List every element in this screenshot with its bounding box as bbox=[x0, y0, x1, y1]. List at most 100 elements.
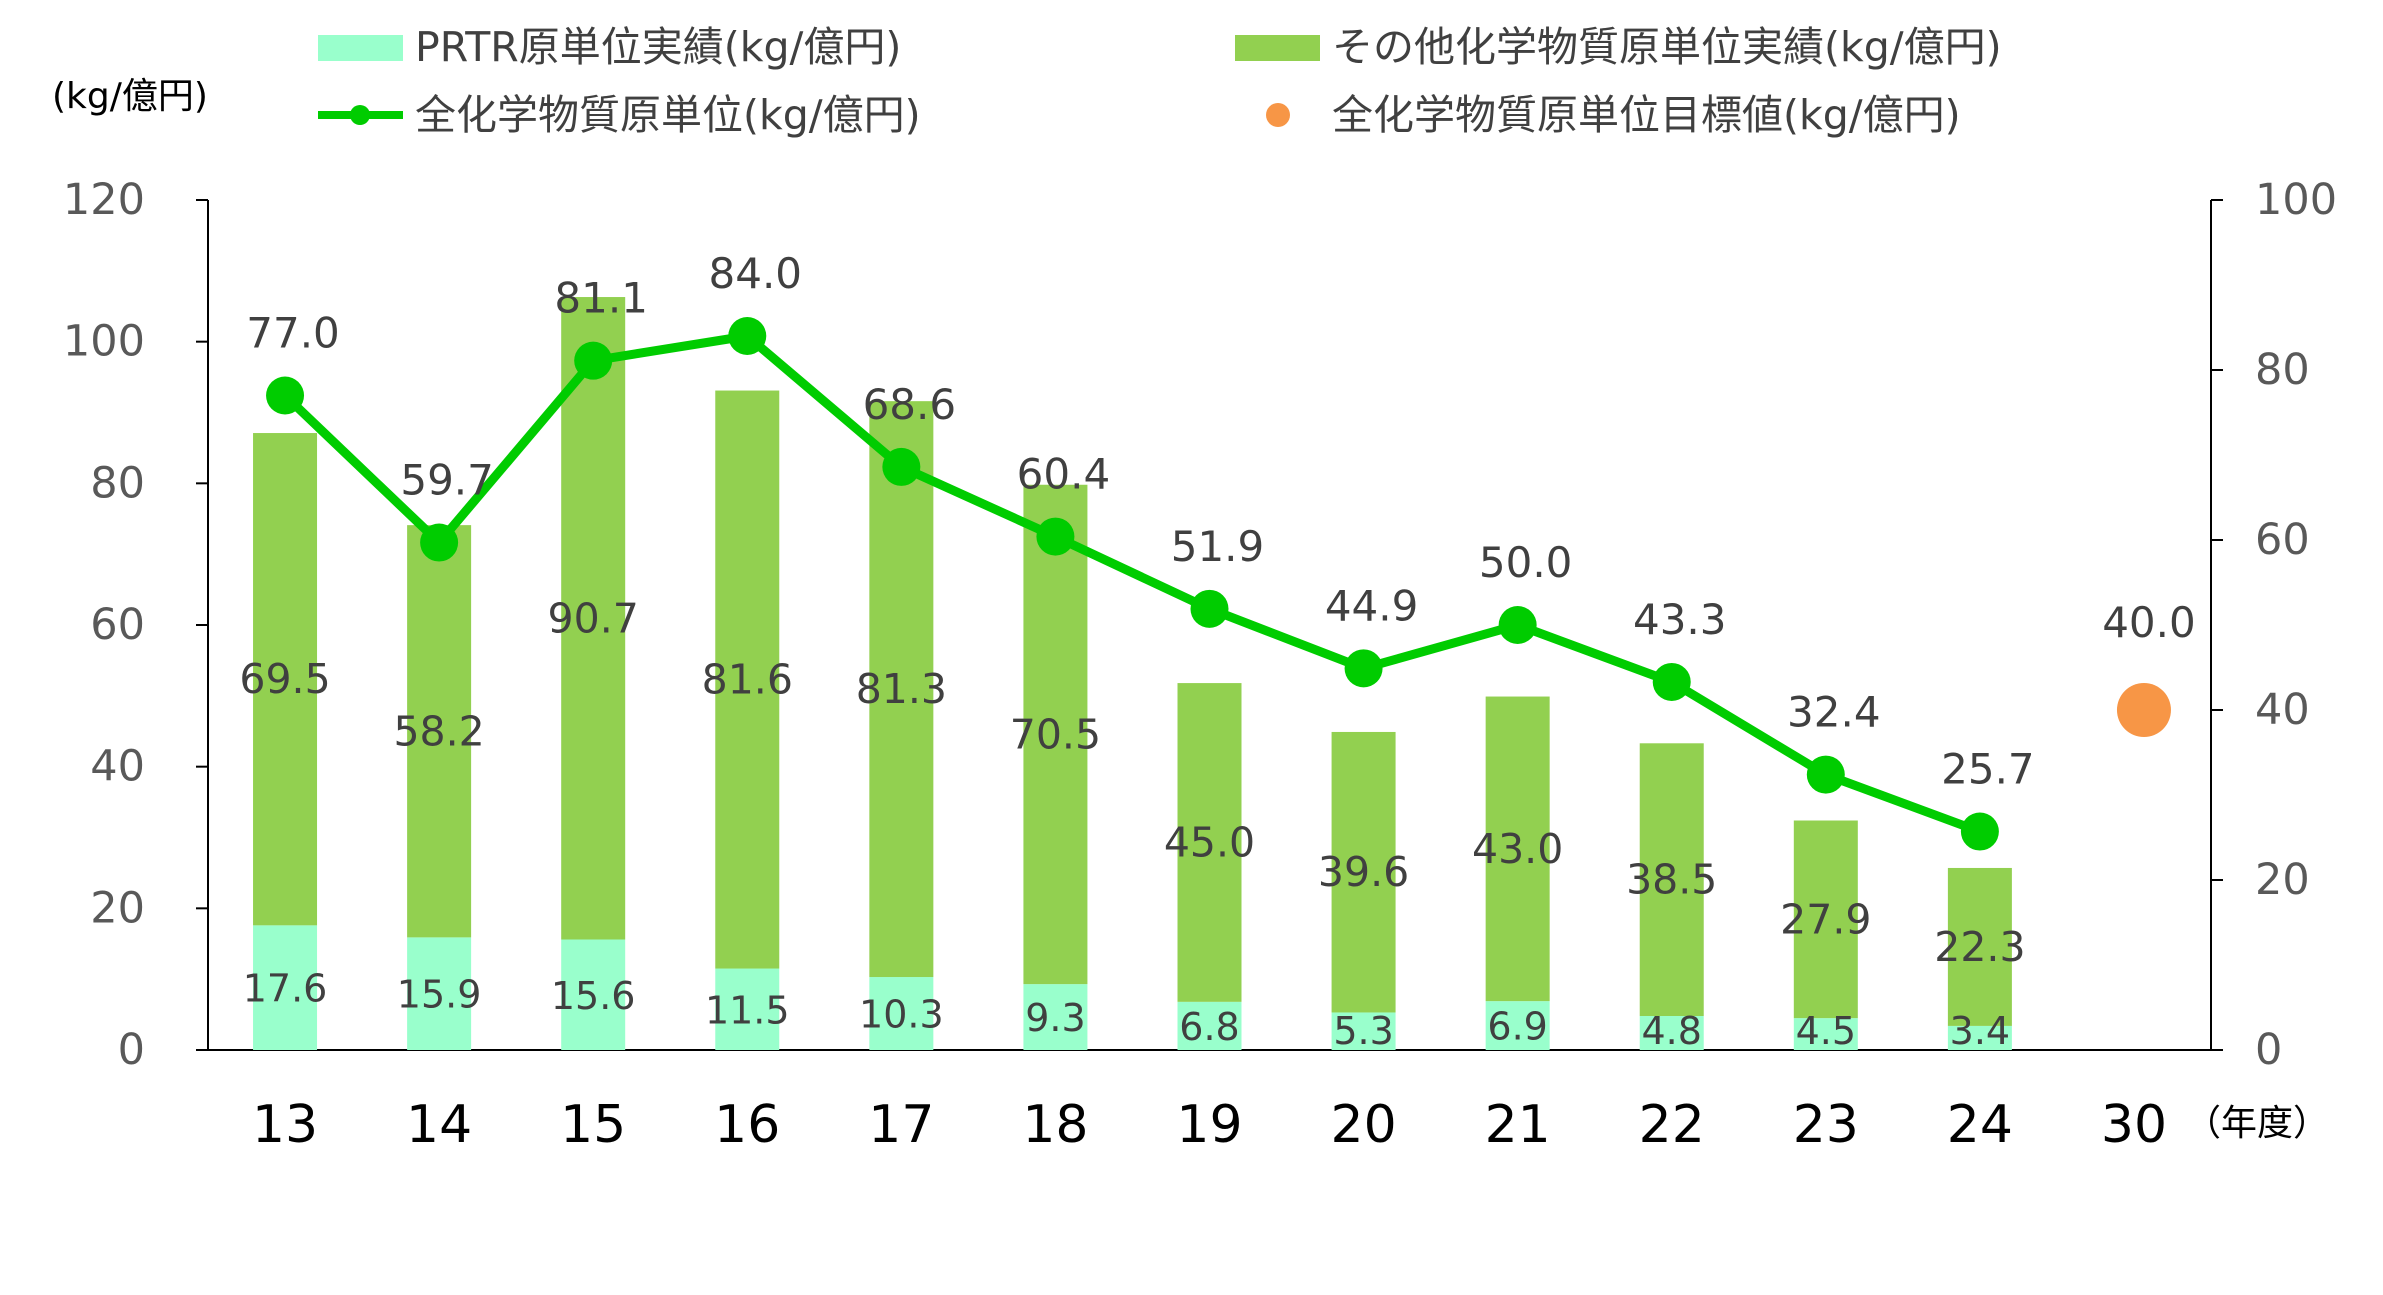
total-value-label: 51.9 bbox=[1171, 522, 1265, 571]
total-value-label: 84.0 bbox=[709, 249, 803, 298]
other-bar bbox=[1023, 484, 1088, 985]
x-tick-label: 16 bbox=[714, 1095, 780, 1155]
x-tick-label: 23 bbox=[1793, 1095, 1859, 1155]
total-point bbox=[420, 523, 459, 562]
left-tick-label: 120 bbox=[63, 175, 145, 225]
right-tick-label: 40 bbox=[2255, 685, 2310, 735]
right-tick-label: 0 bbox=[2255, 1025, 2282, 1075]
other-value-label: 58.2 bbox=[393, 707, 484, 755]
other-value-label: 70.5 bbox=[1010, 710, 1101, 758]
prtr-bar bbox=[1793, 1018, 1858, 1050]
prtr-bar bbox=[1639, 1016, 1704, 1050]
other-value-label: 22.3 bbox=[1934, 923, 2025, 971]
total-point bbox=[1190, 589, 1229, 628]
total-point bbox=[1806, 755, 1845, 794]
bars: 17.6 69.5 15.9 58.2 15.6 90.7 11.5 81.6 10.3 81.3… bbox=[239, 297, 2026, 1053]
prtr-bar bbox=[715, 968, 780, 1050]
other-value-label: 43.0 bbox=[1472, 825, 1563, 873]
other-bar bbox=[1485, 696, 1550, 1002]
prtr-value-label: 9.3 bbox=[1025, 996, 1085, 1040]
x-tick-label: 30 bbox=[2101, 1095, 2167, 1155]
total-point bbox=[1344, 649, 1383, 688]
target-point bbox=[2116, 683, 2171, 737]
right-tick-label: 80 bbox=[2255, 345, 2310, 395]
right-tick-label: 100 bbox=[2255, 175, 2337, 225]
prtr-bar bbox=[1023, 984, 1088, 1050]
prtr-value-label: 15.9 bbox=[397, 973, 482, 1017]
prtr-bar bbox=[1485, 1001, 1550, 1050]
other-value-label: 90.7 bbox=[548, 594, 639, 642]
prtr-value-label: 6.9 bbox=[1487, 1005, 1547, 1049]
other-bar bbox=[1331, 731, 1396, 1013]
legend-swatch-prtr bbox=[318, 35, 403, 61]
total-value-label: 60.4 bbox=[1017, 450, 1111, 499]
other-value-label: 38.5 bbox=[1626, 856, 1717, 904]
prtr-value-label: 6.8 bbox=[1179, 1005, 1239, 1049]
prtr-bar bbox=[1177, 1001, 1242, 1050]
total-value-label: 25.7 bbox=[1941, 745, 2035, 794]
total-point bbox=[1960, 812, 1999, 851]
total-value-label: 43.3 bbox=[1633, 595, 1727, 644]
left-tick-label: 0 bbox=[118, 1025, 145, 1075]
x-tick-label: 20 bbox=[1330, 1095, 1396, 1155]
total-point bbox=[574, 341, 613, 380]
left-tick-label: 80 bbox=[90, 458, 145, 508]
total-point bbox=[728, 317, 767, 355]
prtr-bar bbox=[253, 925, 318, 1050]
prtr-value-label: 4.5 bbox=[1796, 1009, 1856, 1053]
total-point bbox=[882, 447, 921, 486]
prtr-bar bbox=[1947, 1025, 2012, 1050]
other-value-label: 45.0 bbox=[1164, 818, 1255, 866]
total-line bbox=[281, 331, 1982, 836]
total-value-label: 77.0 bbox=[246, 309, 340, 358]
legend-swatch-other bbox=[1235, 35, 1320, 61]
other-bar bbox=[715, 390, 780, 969]
total-point bbox=[1498, 606, 1537, 644]
total-point bbox=[1036, 517, 1075, 556]
x-tick-label: 14 bbox=[406, 1095, 472, 1155]
total-value-label: 81.1 bbox=[554, 274, 648, 323]
right-tick-label: 20 bbox=[2255, 855, 2310, 905]
total-value-label: 68.6 bbox=[863, 380, 957, 429]
other-value-label: 81.3 bbox=[856, 665, 947, 713]
left-tick-label: 100 bbox=[63, 317, 145, 367]
x-axis-ticks: 13 14 15 16 17 18 19 20 21 22 23 24 30 bbox=[252, 1095, 2167, 1155]
other-value-label: 27.9 bbox=[1780, 895, 1871, 943]
left-axis-unit-label: (kg/億円) bbox=[52, 76, 208, 117]
other-value-label: 81.6 bbox=[702, 656, 793, 704]
prtr-value-label: 15.6 bbox=[551, 974, 636, 1018]
x-tick-label: 24 bbox=[1947, 1095, 2013, 1155]
legend-swatch-target bbox=[1266, 103, 1290, 127]
other-value-label: 69.5 bbox=[239, 655, 330, 703]
total-line-series: 77.0 59.7 81.1 84.0 68.6 60.4 51.9 44.9 50.0 43.3… bbox=[246, 249, 2035, 851]
prtr-value-label: 4.8 bbox=[1642, 1009, 1702, 1053]
x-tick-label: 15 bbox=[560, 1095, 626, 1155]
x-tick-label: 19 bbox=[1176, 1095, 1242, 1155]
x-tick-label: 18 bbox=[1022, 1095, 1088, 1155]
left-tick-label: 40 bbox=[90, 742, 145, 792]
target-value-label: 40.0 bbox=[2102, 598, 2196, 647]
total-point bbox=[1652, 662, 1691, 701]
other-bar bbox=[253, 433, 318, 926]
other-bar bbox=[1177, 683, 1242, 1002]
x-axis-unit-label: （年度） bbox=[2185, 1103, 2329, 1144]
total-value-label: 50.0 bbox=[1479, 538, 1573, 587]
x-tick-label: 13 bbox=[252, 1095, 318, 1155]
total-value-label: 59.7 bbox=[400, 456, 494, 505]
left-tick-label: 20 bbox=[90, 883, 145, 933]
x-tick-label: 21 bbox=[1485, 1095, 1551, 1155]
left-axis-ticks: 0 20 40 60 80 100 120 bbox=[63, 175, 208, 1075]
prtr-bar bbox=[561, 939, 626, 1050]
legend: PRTR原単位実績(kg/億円) その他化学物質原単位実績(kg/億円) 全化学… bbox=[318, 23, 2002, 139]
prtr-value-label: 5.3 bbox=[1333, 1009, 1393, 1053]
other-bar bbox=[1639, 743, 1704, 1016]
target-series: 40.0 bbox=[2102, 598, 2196, 737]
other-value-label: 39.6 bbox=[1318, 848, 1409, 896]
prtr-value-label: 17.6 bbox=[243, 967, 328, 1011]
legend-label-prtr: PRTR原単位実績(kg/億円) bbox=[415, 23, 901, 71]
prtr-value-label: 3.4 bbox=[1950, 1009, 2010, 1053]
other-bar bbox=[561, 297, 626, 940]
legend-label-total: 全化学物質原単位(kg/億円) bbox=[415, 91, 921, 139]
right-tick-label: 60 bbox=[2255, 515, 2310, 565]
